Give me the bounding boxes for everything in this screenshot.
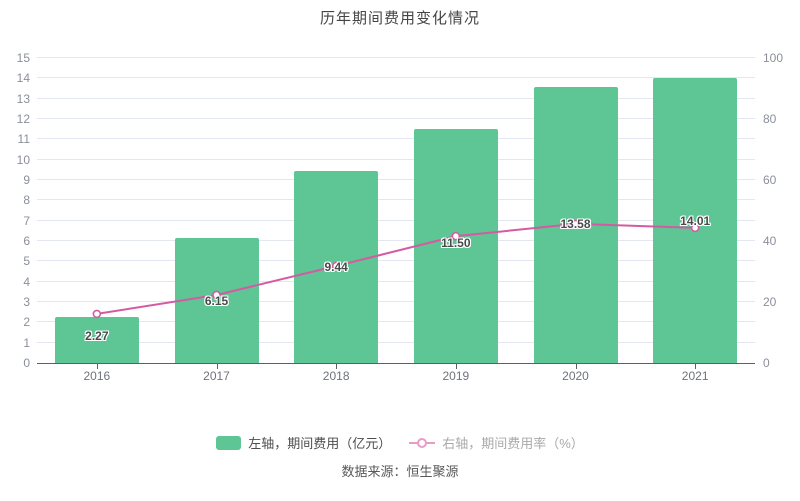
gridline — [37, 240, 755, 241]
line-marker-2021[interactable] — [690, 223, 700, 233]
line-marker-2016[interactable] — [92, 309, 102, 319]
legend-item-bar-series[interactable]: 左轴，期间费用（亿元） — [216, 433, 391, 452]
gridline — [37, 77, 755, 79]
y-axis-left-label: 10 — [16, 152, 30, 167]
plot-area: 2.27 6.15 9.44 11.50 13.58 14.01 — [37, 57, 755, 364]
data-source: 数据来源：恒生聚源 — [341, 464, 459, 479]
gridline — [37, 97, 755, 99]
legend-bar-label: 左轴，期间费用（亿元） — [248, 436, 392, 451]
bar-value-label-2016: 2.27 — [85, 328, 109, 343]
bar-value-label-2021: 14.01 — [680, 213, 711, 228]
gridline — [37, 138, 755, 140]
x-axis-tick — [96, 364, 98, 369]
x-axis-tick — [695, 364, 697, 369]
gridline — [37, 301, 755, 302]
bar-series-swatch-icon — [216, 435, 242, 450]
bar-value-label-2019: 11.50 — [441, 236, 471, 251]
y-axis-left-label: 2 — [23, 315, 30, 330]
y-axis-right-label: 20 — [763, 295, 777, 309]
bar-period-expense-2019[interactable] — [413, 129, 498, 363]
y-axis-left-label: 6 — [23, 234, 30, 248]
line-marker-2018[interactable] — [331, 261, 341, 271]
y-axis-left-label: 3 — [23, 295, 30, 309]
bar-value-label-2017: 6.15 — [204, 293, 229, 308]
y-axis-right-label: 80 — [763, 112, 777, 126]
line-marker-2017[interactable] — [212, 290, 221, 300]
y-axis-left-label: 4 — [23, 274, 30, 289]
x-axis-label-2020: 2020 — [562, 369, 589, 383]
gridline — [37, 118, 755, 119]
gridline — [37, 179, 755, 180]
x-axis-tick — [455, 364, 457, 369]
y-axis-left-label: 5 — [23, 254, 30, 269]
legend-line-label: 右轴，期间费用率（%） — [442, 436, 584, 451]
bar-value-label-2020: 13.58 — [560, 216, 591, 231]
legend-item-line-series[interactable]: 右轴，期间费用率（%） — [409, 433, 584, 452]
y-axis-right-label: 60 — [763, 173, 777, 187]
expense-rate-line — [92, 219, 700, 319]
y-axis-left-label: 7 — [23, 213, 30, 228]
y-axis-left-label: 1 — [23, 335, 30, 350]
gridline — [37, 280, 755, 282]
x-axis-label-2017: 2017 — [203, 369, 230, 383]
bar-period-expense-2017[interactable] — [174, 237, 259, 363]
gridline — [37, 199, 755, 201]
bar-value-label-2018: 9.44 — [324, 260, 348, 274]
line-marker-2020[interactable] — [571, 219, 580, 229]
line-marker-2019[interactable] — [451, 231, 461, 241]
gridline — [37, 321, 755, 323]
x-axis-tick — [216, 364, 218, 369]
bar-period-expense-2016[interactable] — [54, 316, 139, 363]
x-axis-tick — [575, 364, 577, 369]
y-axis-left-label: 8 — [23, 193, 30, 208]
y-axis-right-label: 100 — [763, 51, 784, 65]
bar-period-expense-2021[interactable] — [653, 78, 738, 363]
y-axis-left-label: 14 — [16, 71, 30, 86]
expense-rate-polyline — [96, 222, 696, 315]
x-axis-label-2016: 2016 — [83, 369, 111, 383]
y-axis-left-label: 15 — [16, 51, 30, 65]
line-series-marker-icon — [409, 436, 436, 450]
y-axis-left-label: 11 — [17, 132, 30, 147]
gridline — [37, 341, 755, 343]
x-axis-label-2021: 2021 — [681, 369, 709, 383]
legend: 左轴，期间费用（亿元） 右轴，期间费用率（%） — [0, 433, 800, 452]
y-axis-left-label: 13 — [16, 91, 30, 106]
y-axis-right-label: 0 — [763, 356, 770, 370]
x-axis-tick — [336, 364, 338, 369]
chart-title: 历年期间费用变化情况 — [319, 10, 480, 27]
y-axis-right-label: 40 — [763, 234, 777, 248]
y-axis-left-label: 9 — [23, 173, 30, 187]
gridline — [37, 260, 755, 262]
x-axis-label-2019: 2019 — [442, 369, 470, 383]
gridline — [37, 219, 755, 221]
y-axis-left-label: 0 — [23, 356, 30, 370]
x-axis-label-2018: 2018 — [322, 369, 350, 383]
y-axis-left-label: 12 — [16, 112, 30, 126]
gridline — [37, 57, 755, 58]
gridline — [37, 158, 755, 160]
